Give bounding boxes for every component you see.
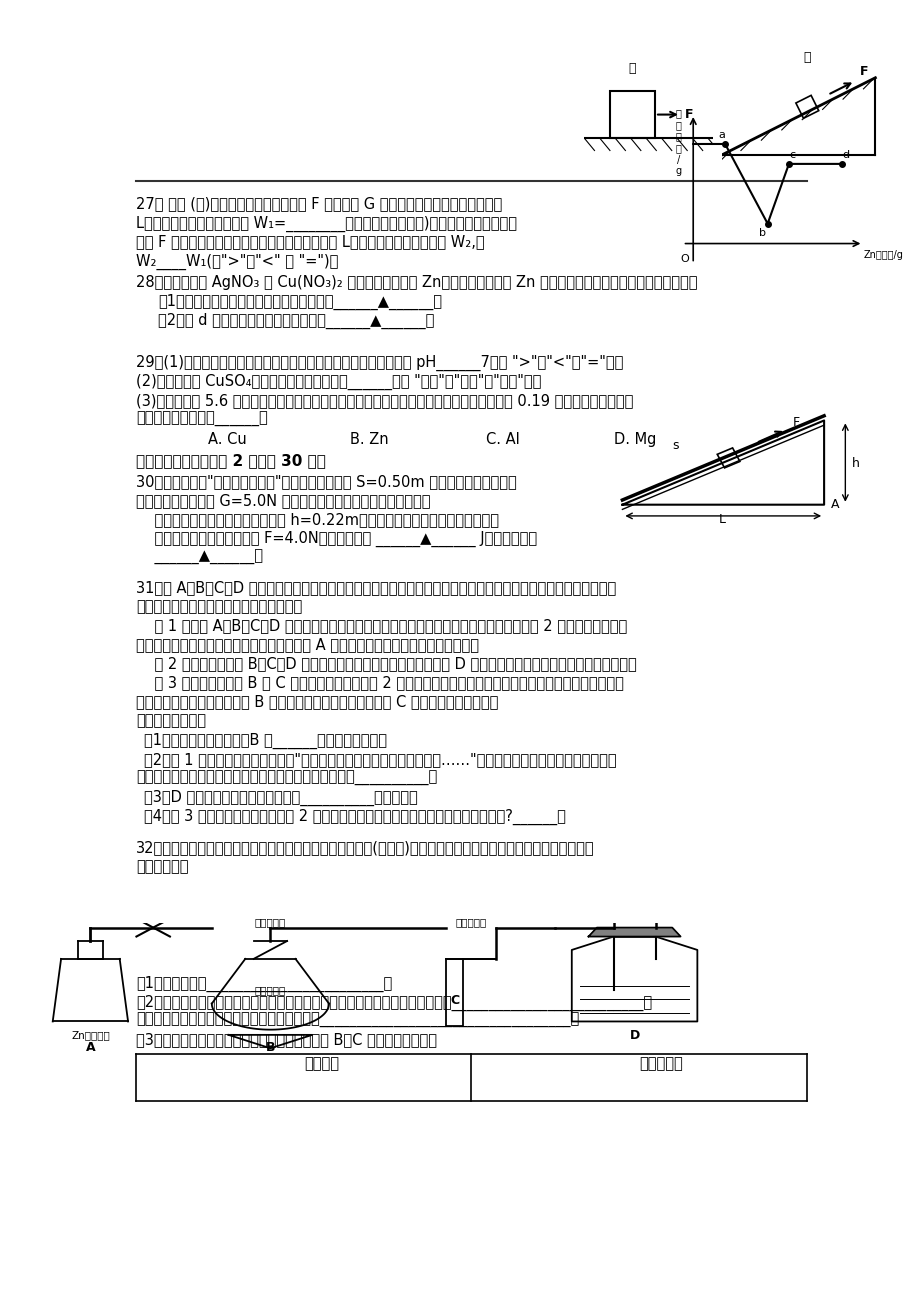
Polygon shape: [588, 927, 680, 936]
Text: （2）第 1 步实验设计的预期现象是"四支试管中只有一支底部有固体存在……"。实验结果是四支试管底部均有固体: （2）第 1 步实验设计的预期现象是"四支试管中只有一支底部有固体存在……"。实…: [143, 751, 616, 767]
Text: 学进行了实验探究，过程与现象记录如下：: 学进行了实验探究，过程与现象记录如下：: [136, 599, 302, 615]
Text: (2)将铁钉放入 CuSO₄溶液中，反应后溶液质量______（填 "增加"、"减小"、"不变"）。: (2)将铁钉放入 CuSO₄溶液中，反应后溶液质量______（填 "增加"、"…: [136, 374, 541, 391]
Text: （1）实验目的：________________________。: （1）实验目的：________________________。: [136, 975, 392, 992]
Text: 存在，你认为其余三支试管底部有固体存在的原因可能是__________。: 存在，你认为其余三支试管底部有固体存在的原因可能是__________。: [136, 771, 437, 786]
Text: F: F: [791, 417, 799, 430]
Text: ______▲______。: ______▲______。: [136, 551, 263, 565]
Text: 第 1 步：取 A、B、C、D 四种白色粉末各一药匙，分别加入四支洁净的试管中，各加蒸馏水 2 毫升，充分振荡后: 第 1 步：取 A、B、C、D 四种白色粉末各一药匙，分别加入四支洁净的试管中，…: [136, 618, 627, 633]
Text: 的力 F 拉着同样的木箱在力的方向上也运动了距离 L，小听对木箱所做的功为 W₂,则: 的力 F 拉着同样的木箱在力的方向上也运动了距离 L，小听对木箱所做的功为 W₂…: [136, 234, 484, 250]
Text: O: O: [679, 254, 688, 264]
Text: a: a: [718, 130, 725, 141]
Text: 铁粉中含有的杂质是______。: 铁粉中含有的杂质是______。: [136, 411, 267, 427]
Text: 用弹簧测力计将重力 G=5.0N 的物块从斜面底端匀速拉至斜面顶端。: 用弹簧测力计将重力 G=5.0N 的物块从斜面底端匀速拉至斜面顶端。: [136, 493, 430, 508]
Text: 溶
液
质
量
/
g: 溶 液 质 量 / g: [675, 108, 681, 176]
Text: 小科在实验中，调整斜面的高度为 h=0.22m，将物块从斜面底端匀速拉至顶端的: 小科在实验中，调整斜面的高度为 h=0.22m，将物块从斜面底端匀速拉至顶端的: [136, 512, 499, 527]
Polygon shape: [717, 448, 739, 467]
Text: 实验现象: 实验现象: [303, 1056, 338, 1072]
Text: 第 2 步：继续向盛放 B、C、D 的试管中加入适量的稀盐酸，只有盛放 D 的试管中有气泡产生，其他均无明显变化。: 第 2 步：继续向盛放 B、C、D 的试管中加入适量的稀盐酸，只有盛放 D 的试…: [136, 656, 637, 672]
Text: （2）将 d 点混合液过滤，在滤纸上可得______▲______。: （2）将 d 点混合液过滤，在滤纸上可得______▲______。: [158, 312, 434, 329]
Polygon shape: [795, 95, 818, 118]
Text: C: C: [449, 993, 459, 1006]
Text: 试回答下列问题：: 试回答下列问题：: [136, 713, 206, 729]
Text: s: s: [672, 439, 678, 452]
Text: d: d: [841, 150, 848, 160]
Text: L: L: [718, 513, 725, 526]
Text: F: F: [859, 65, 868, 78]
Text: （1）整个过程中，溶液质量最小时的溶质是______▲______。: （1）整个过程中，溶液质量最小时的溶质是______▲______。: [158, 293, 441, 310]
Text: 三、实验探究题（每空 2 分，共 30 分）: 三、实验探究题（每空 2 分，共 30 分）: [136, 453, 326, 467]
Text: 32、某课外活动小组的同学用下图所示装置，对氧化铜粉末(含铜粉)样品进行实验。图中铁架台等装置已略去。请回: 32、某课外活动小组的同学用下图所示装置，对氧化铜粉末(含铜粉)样品进行实验。图…: [136, 840, 595, 855]
Text: 过程中，弹簧测力计的示数 F=4.0N，则有用功为 ______▲______ J，机械效率为: 过程中，弹簧测力计的示数 F=4.0N，则有用功为 ______▲______ …: [136, 531, 537, 547]
Text: 氧化铜样品: 氧化铜样品: [255, 918, 286, 927]
Text: 无水硫酸铜: 无水硫酸铜: [455, 918, 486, 927]
Text: B. Zn: B. Zn: [350, 432, 389, 447]
Text: Zn的质量/g: Zn的质量/g: [862, 250, 902, 259]
Text: 反应完后，还要继续通氢气到试管冷却，是为了__________________________________。: 反应完后，还要继续通氢气到试管冷却，是为了___________________…: [136, 1013, 579, 1029]
Text: D: D: [629, 1030, 639, 1043]
Text: h: h: [851, 457, 858, 470]
Text: L，则小华对木箱所做的功为 W₁=________。小听同学沿如图乙)所示的斜面用同样大小: L，则小华对木箱所做的功为 W₁=________。小听同学沿如图乙)所示的斜面…: [136, 215, 516, 232]
Text: A: A: [85, 1040, 95, 1053]
Text: （2）课外活动小组的同学在实验操作时，应注意加热前先通一会儿氢气，目的是__________________________。: （2）课外活动小组的同学在实验操作时，应注意加热前先通一会儿氢气，目的是____…: [136, 995, 652, 1010]
Text: B: B: [266, 1040, 275, 1053]
Text: （1）根据上述实验可知：B 是______。（填写化学式）: （1）根据上述实验可知：B 是______。（填写化学式）: [143, 733, 386, 749]
Text: 27、 如图 (甲)所示，小华同学用水平力 F 拉着重为 G 的木箱在水平方向上运动了距离: 27、 如图 (甲)所示，小华同学用水平力 F 拉着重为 G 的木箱在水平方向上…: [136, 197, 502, 211]
Text: （3）D 与稀盐酸反应生成的气体可用__________进行检验。: （3）D 与稀盐酸反应生成的气体可用__________进行检验。: [143, 790, 417, 806]
Text: 静置。四支试管底部均有固体存在，只有盛放 A 的试管中液体呈蓝色，其他均呈无色。: 静置。四支试管底部均有固体存在，只有盛放 A 的试管中液体呈蓝色，其他均呈无色。: [136, 638, 479, 652]
Text: （3）实验现象和有关化学方程式如下表：请完成 B、C 中的化学方程式。: （3）实验现象和有关化学方程式如下表：请完成 B、C 中的化学方程式。: [136, 1032, 437, 1048]
Text: 化学方程式: 化学方程式: [639, 1056, 682, 1072]
Text: (3)一包质量为 5.6 克的铁粉，可能含有下列某一种杂质，当它和足量盐酸反应后，生成氢气 0.19 克，金属无剩余，则: (3)一包质量为 5.6 克的铁粉，可能含有下列某一种杂质，当它和足量盐酸反应后…: [136, 393, 633, 408]
Text: 乙: 乙: [802, 51, 811, 64]
Text: 第 3 步：重新取少量 B 和 C 的粉末分别放入另取的 2 支洁净试管中，各加入适量蒸馏水使其完全溶解，再分别加: 第 3 步：重新取少量 B 和 C 的粉末分别放入另取的 2 支洁净试管中，各加…: [136, 676, 624, 690]
Text: c: c: [789, 150, 794, 160]
Text: 30、小科在探究"斜面的机械效率"的实验中，用长度 S=0.50m 的木板搭成一个斜面，: 30、小科在探究"斜面的机械效率"的实验中，用长度 S=0.50m 的木板搭成一…: [136, 474, 516, 490]
Bar: [609, 91, 654, 138]
Text: 29、(1)质量分数相同的硫酸与氢氧化钠溶液等质量混合后，溶液的 pH______7（填 ">"、"<"、"="）。: 29、(1)质量分数相同的硫酸与氢氧化钠溶液等质量混合后，溶液的 pH_____…: [136, 354, 623, 371]
Text: 答有关问题：: 答有关问题：: [136, 859, 188, 874]
Text: 入几滴硝酸银溶液，结果盛放 B 的试管中有白色沉淀生成，盛放 C 的试管中无明显变化。: 入几滴硝酸银溶液，结果盛放 B 的试管中有白色沉淀生成，盛放 C 的试管中无明显…: [136, 694, 498, 710]
Text: 甲: 甲: [628, 62, 636, 76]
Polygon shape: [52, 958, 128, 1022]
Text: Zn和稀硫酸: Zn和稀硫酸: [71, 1030, 109, 1040]
Text: W₂____W₁(填">"、"<" 或 "=")。: W₂____W₁(填">"、"<" 或 "=")。: [136, 254, 338, 270]
Text: D. Mg: D. Mg: [614, 432, 656, 447]
Text: 氧化铜样品: 氧化铜样品: [255, 986, 286, 995]
Text: 31、有 A、B、C、D 四种白色粉末（均为纯净物），已知它们是硫酸铜、碳酸钙、氯化钠、硝酸钾中的一种。京京同: 31、有 A、B、C、D 四种白色粉末（均为纯净物），已知它们是硫酸铜、碳酸钙、…: [136, 581, 616, 595]
Text: A: A: [830, 499, 838, 512]
Text: C. Al: C. Al: [485, 432, 519, 447]
Text: A. Cu: A. Cu: [208, 432, 246, 447]
Text: 28、向一定质量 AgNO₃ 和 Cu(NO₃)₂ 的混合溶液中加入 Zn，溶液质量与加入 Zn 的质量关系如图所示，请回答下列问题。: 28、向一定质量 AgNO₃ 和 Cu(NO₃)₂ 的混合溶液中加入 Zn，溶液…: [136, 275, 698, 289]
Text: F: F: [684, 108, 692, 121]
Text: （4）第 3 步实验为什么不可以在第 2 步的试管中继续进行，而要重新取样后再继续实验?______。: （4）第 3 步实验为什么不可以在第 2 步的试管中继续进行，而要重新取样后再继…: [143, 809, 565, 825]
Text: b: b: [758, 228, 766, 237]
